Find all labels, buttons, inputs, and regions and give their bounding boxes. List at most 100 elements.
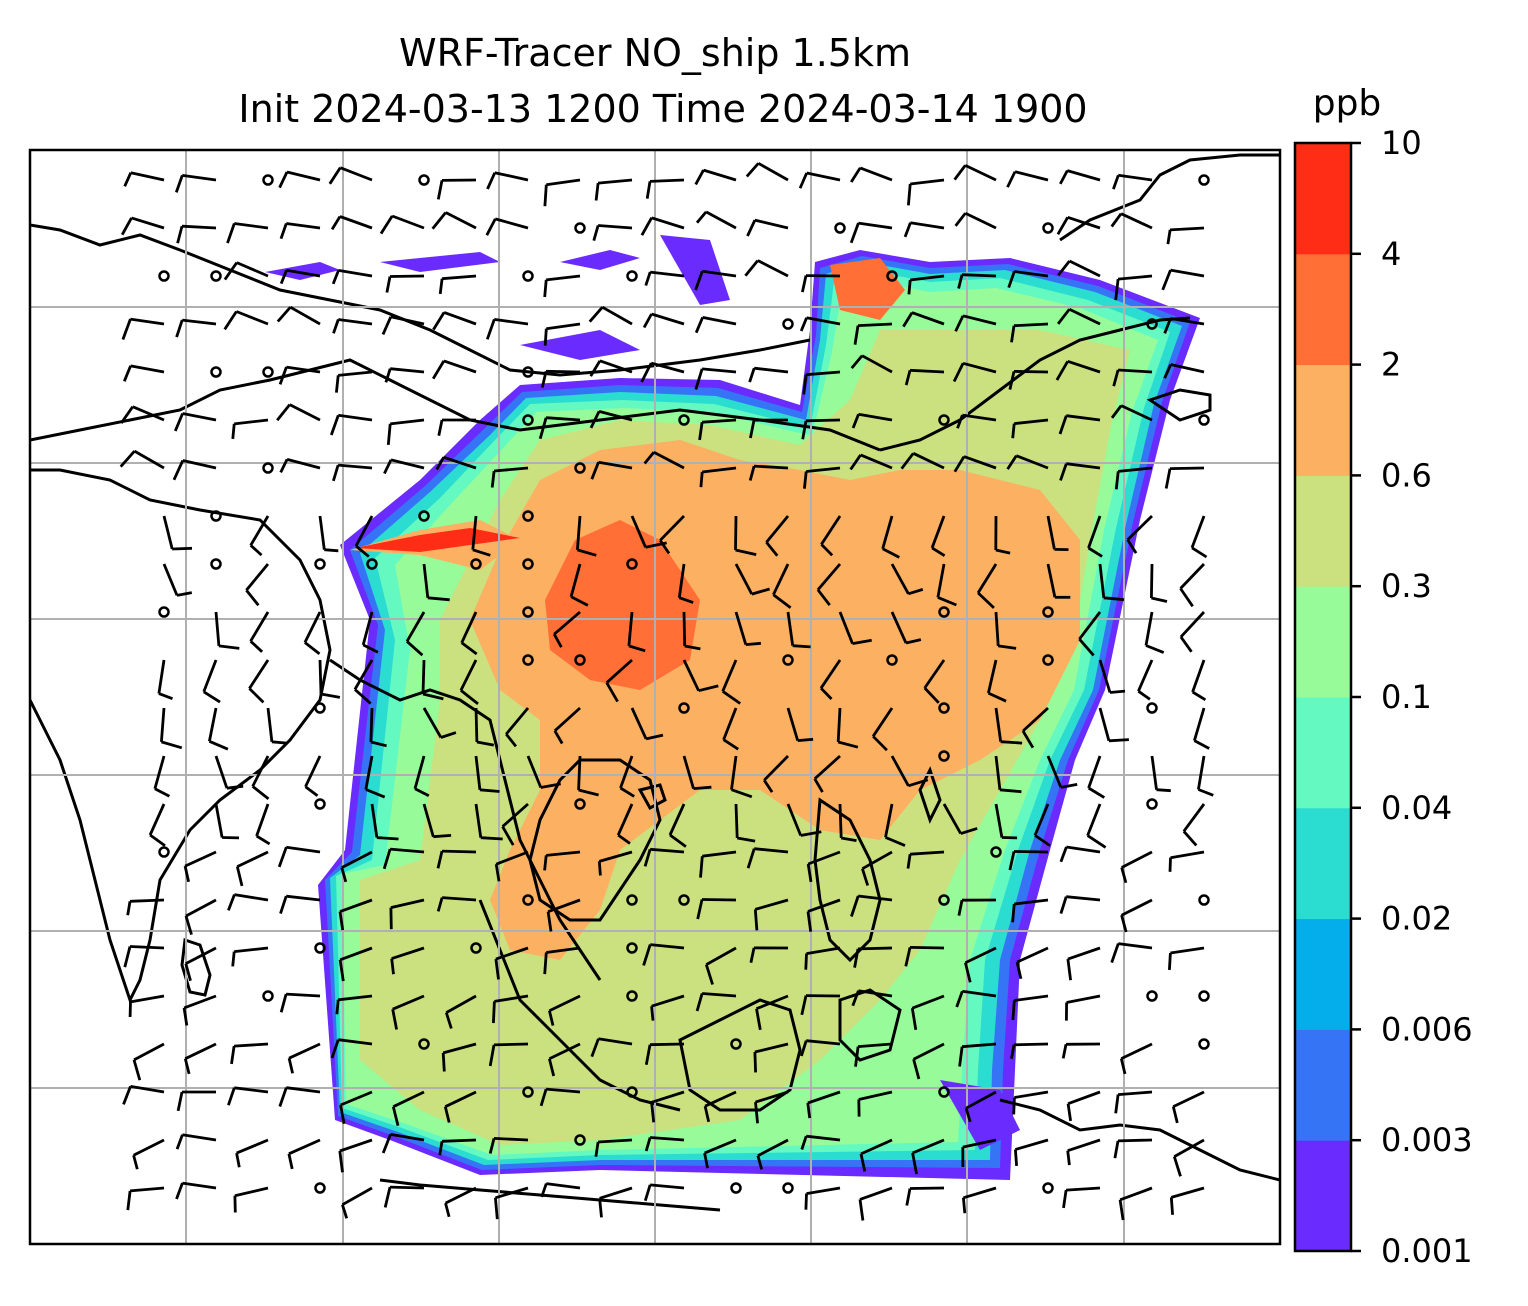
wind-barb-shaft [289,305,321,326]
coastline-newguinea [999,1098,1280,1182]
wind-barb-shaft [1193,707,1206,741]
wind-barb-shaft [857,946,893,951]
wind-barb-flag [699,856,704,878]
wind-barb-flag [383,459,393,475]
calm-wind-marker [262,174,274,186]
calm-wind-marker [938,750,950,762]
coastline-north [30,223,811,377]
wind-barb-flag [245,589,260,607]
wind-barb-flag [278,1087,288,1107]
wind-barb-shaft [994,707,1003,742]
wind-barb-flag [379,215,394,235]
wind-barb-shaft [339,946,373,962]
calm-wind-marker [1198,1038,1210,1050]
wind-barb-shaft [598,410,633,422]
wind-barb-flag [850,167,862,183]
wind-barb-flag [645,181,652,199]
wind-barb-flag [1087,786,1106,799]
wind-barb-flag [903,222,912,238]
wind-barb-flag [907,279,912,295]
wind-barb-flag [1114,471,1120,490]
wind-barb-flag [391,1008,398,1030]
wind-barb-shaft [627,611,634,647]
wind-barb-shaft [786,611,795,646]
wind-barb-shaft [1169,466,1205,470]
wind-barb-flag [748,465,756,481]
wind-barb-shaft [1120,212,1153,230]
wind-barb-flag [437,419,444,436]
wind-barb-shaft [757,259,789,278]
wind-barb-shaft [1014,1090,1049,1099]
wind-barb-flag [698,422,704,441]
wind-barb-flag [1110,212,1123,228]
calm-wind-marker [418,1038,430,1050]
wind-barb-flag [1197,788,1214,797]
wind-barb-flag [849,222,860,244]
wind-barb-shaft [861,850,893,870]
concentration-field [265,235,1200,1180]
wind-barb-shaft [286,365,321,374]
wind-barb-shaft [1170,317,1205,326]
wind-barb-shaft [162,515,174,550]
wind-barb-flag [1059,846,1068,863]
wind-barb-shaft [286,992,321,998]
wind-barb-flag [1015,961,1023,980]
wind-barb-shaft [860,1138,893,1156]
wind-barb-flag [1007,271,1016,289]
wind-barb-shaft [1170,946,1205,955]
wind-barb-flag [964,962,972,983]
calm-wind-marker [314,558,326,570]
wind-barb-shaft [963,455,997,470]
calm-wind-marker [522,606,534,618]
wind-barb-shaft [702,466,737,474]
wind-barb-shaft [650,361,685,374]
wind-barb-flag [175,1134,184,1150]
wind-barb-shaft [185,946,217,965]
wind-barb-flag [958,1046,964,1067]
colorbar-segment [1295,364,1351,476]
wind-barb-flag [772,593,792,609]
wind-barb-flag [802,374,808,395]
wind-barb-flag [1059,463,1068,481]
wind-barb-flag [911,1152,918,1175]
wind-barb-flag [382,848,392,870]
wind-barb-shaft [599,1186,633,1200]
wind-barb-flag [235,866,244,887]
wind-barb-shaft [857,1042,893,1048]
wind-barb-shaft [806,466,841,473]
wind-barb-flag [806,911,813,932]
wind-barb-flag [872,735,888,752]
calm-wind-marker [262,990,274,1002]
wind-barb-shaft [341,1186,373,1206]
wind-barb-flag [659,539,671,555]
colorbar-tick-label: 0.1 [1381,678,1432,716]
calm-wind-marker [314,702,326,714]
wind-barb-shaft [286,845,321,854]
wind-barb-shaft [890,563,910,595]
wind-barb-shaft [1013,850,1049,854]
calm-wind-marker [1198,174,1210,186]
wind-barb-shaft [820,515,842,546]
wind-barb-flag [335,375,340,393]
wind-barb-shaft [364,755,374,790]
wind-barb-shaft [337,463,373,470]
wind-barb-flag [804,1193,808,1210]
wind-barb-flag [340,867,348,883]
wind-barb-shaft [754,898,789,911]
wind-barb-flag [644,1044,652,1066]
wind-barb-flag [650,1102,656,1123]
map-frame [28,148,1282,1246]
wind-barb-flag [1119,1058,1127,1075]
wind-barb-shaft [443,359,477,374]
wind-barb-shaft [1119,1186,1153,1202]
wind-barb-flag [594,182,600,201]
wind-barb-flag [440,731,457,739]
wind-barb-shaft [1170,850,1205,860]
wind-barb-flag [695,210,708,224]
wind-barb-shaft [234,1042,269,1048]
calm-wind-marker [1146,702,1158,714]
wind-barb-flag [957,899,964,916]
wind-barb-flag [931,546,946,557]
wind-barb-flag [1062,1189,1068,1209]
